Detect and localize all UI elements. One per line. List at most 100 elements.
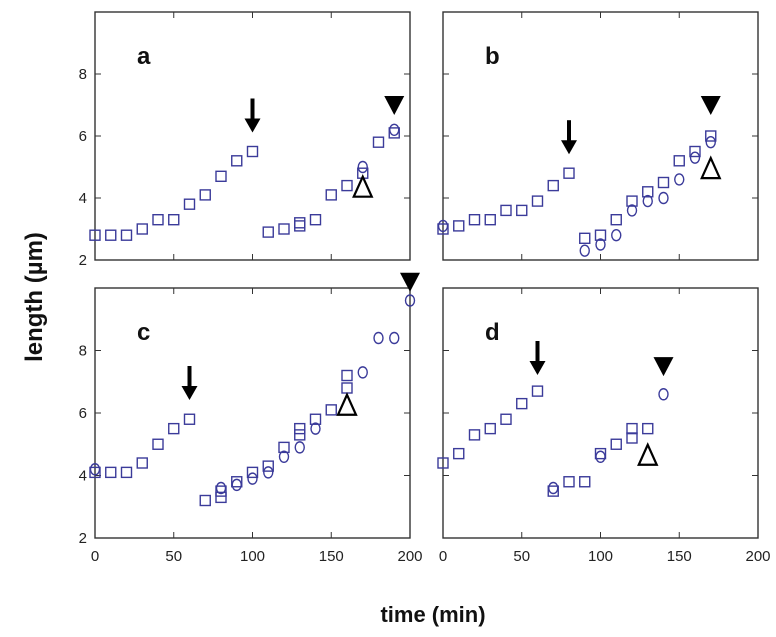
data-point-circle: [626, 204, 638, 217]
data-point-circle: [611, 228, 622, 242]
panel-letter: a: [137, 43, 151, 70]
data-point-square: [626, 422, 638, 435]
data-point-square: [246, 145, 259, 158]
data-point-square: [594, 447, 607, 460]
data-point-square: [199, 189, 211, 201]
data-point-square: [183, 198, 196, 210]
data-point-circle: [579, 244, 590, 257]
x-tick-label: 200: [745, 548, 770, 565]
data-point-circle: [595, 238, 606, 251]
data-point-square: [120, 466, 133, 479]
data-point-square: [168, 422, 180, 435]
data-point-square: [484, 422, 496, 435]
data-point-circle: [389, 331, 400, 345]
data-point-square: [309, 213, 322, 226]
y-axis-label: length (µm): [21, 232, 48, 362]
data-point-square: [262, 226, 274, 238]
data-point-square: [453, 447, 465, 460]
x-tick-label: 150: [319, 548, 344, 565]
data-point-square: [594, 229, 607, 241]
data-point-square: [372, 136, 385, 148]
data-point-square: [516, 397, 528, 410]
open-triangle-icon: [637, 442, 659, 466]
x-tick-label: 150: [667, 548, 692, 565]
data-point-circle: [548, 481, 559, 495]
data-point-square: [199, 494, 211, 507]
data-point-square: [278, 223, 290, 235]
panels: 2 4 6 8 a b 2 4 6 8 0 50 100 150 200 c 0 50 100 150 200 d: [79, 11, 771, 565]
y-tick-label: 6: [79, 405, 87, 422]
data-point-square: [309, 413, 322, 425]
data-point-square: [262, 460, 274, 472]
data-point-circle: [595, 450, 606, 463]
division-arrow-icon: [529, 341, 546, 375]
data-point-circle: [215, 481, 227, 495]
data-point-square: [657, 176, 670, 189]
x-tick-label: 50: [513, 548, 530, 565]
data-point-square: [468, 429, 481, 441]
panel-a: 2 4 6 8 a: [79, 11, 411, 269]
data-point-square: [626, 432, 638, 444]
data-point-square: [468, 213, 481, 226]
division-arrow-icon: [244, 98, 261, 133]
filled-triangle-icon: [384, 96, 405, 115]
data-point-square: [388, 127, 400, 139]
data-point-square: [453, 220, 465, 232]
data-point-circle: [247, 472, 258, 485]
data-point-square: [246, 466, 259, 479]
data-point-square: [341, 382, 353, 394]
division-arrow-icon: [181, 366, 198, 400]
data-point-square: [642, 186, 654, 198]
data-point-circle: [642, 194, 653, 208]
data-point-circle: [231, 478, 242, 492]
open-triangle-icon: [336, 392, 358, 416]
panel-b: b: [437, 11, 759, 261]
x-tick-label: 200: [397, 548, 422, 565]
x-tick-label: 100: [240, 548, 265, 565]
data-point-square: [105, 229, 117, 241]
data-point-square: [152, 438, 164, 450]
y-tick-label: 8: [79, 66, 87, 83]
data-point-square: [136, 223, 148, 235]
data-point-square: [215, 170, 227, 183]
data-point-square: [105, 466, 117, 479]
data-point-square: [231, 476, 243, 488]
data-point-square: [168, 213, 180, 226]
data-point-circle: [357, 366, 368, 379]
data-point-square: [231, 155, 243, 167]
x-tick-label: 0: [439, 548, 447, 565]
data-point-square: [278, 441, 290, 454]
filled-triangle-icon: [653, 357, 674, 377]
panel-letter: c: [137, 319, 150, 346]
data-point-square: [705, 130, 717, 142]
filled-triangle-icon: [400, 272, 420, 292]
data-point-circle: [437, 219, 449, 233]
data-point-square: [610, 213, 622, 226]
x-tick-label: 0: [91, 548, 99, 565]
data-point-square: [120, 229, 133, 241]
data-point-square: [294, 220, 306, 232]
data-point-square: [642, 422, 654, 435]
data-point-square: [484, 213, 496, 226]
y-tick-label: 2: [79, 252, 87, 269]
data-point-circle: [389, 123, 400, 137]
data-point-square: [215, 491, 227, 504]
data-point-square: [547, 179, 559, 192]
data-point-square: [294, 422, 306, 435]
data-point-circle: [294, 441, 305, 454]
data-point-square: [579, 476, 591, 488]
data-point-circle: [658, 191, 669, 205]
data-point-square: [626, 195, 638, 207]
data-point-square: [531, 195, 544, 207]
data-point-circle: [674, 173, 685, 186]
filled-triangle-icon: [700, 96, 721, 115]
panel-letter: d: [485, 319, 500, 346]
data-point-circle: [263, 466, 274, 479]
data-point-square: [325, 189, 337, 201]
data-point-square: [325, 404, 337, 416]
open-triangle-icon: [700, 155, 722, 180]
y-tick-label: 2: [79, 530, 87, 547]
data-point-square: [183, 413, 196, 425]
data-point-square: [341, 179, 353, 192]
